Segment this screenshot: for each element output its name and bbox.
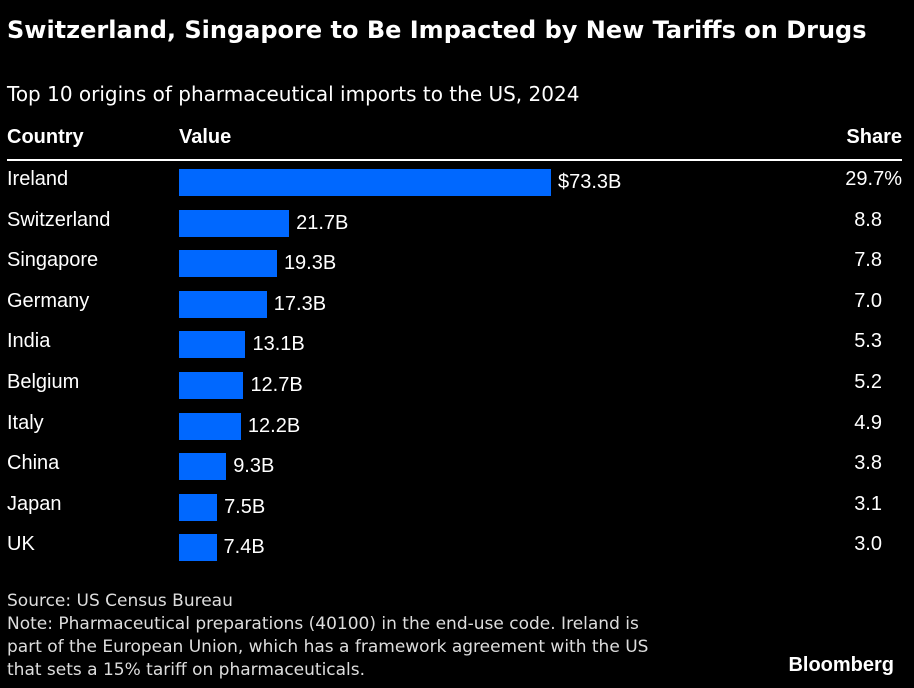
chart-title: Switzerland, Singapore to Be Impacted by… [7, 16, 867, 44]
footer: Source: US Census Bureau Note: Pharmaceu… [7, 590, 648, 682]
share-label: 8.8 [854, 208, 882, 231]
share-label: 7.0 [854, 289, 882, 312]
share-label: 3.0 [854, 533, 882, 556]
value-label: 17.3B [273, 292, 327, 315]
note-line: that sets a 15% tariff on pharmaceutical… [7, 660, 366, 680]
bar [179, 290, 267, 318]
column-header-country: Country [7, 126, 84, 148]
bar [179, 372, 244, 399]
bloomberg-logo: Bloomberg [788, 654, 894, 676]
value-label: 7.5B [224, 495, 266, 518]
bar [179, 453, 227, 481]
value-label: 12.2B [247, 414, 301, 437]
share-label: 3.1 [854, 492, 882, 515]
share-label: 7.8 [854, 249, 882, 272]
note-line: Note: Pharmaceutical preparations (40100… [7, 614, 639, 634]
source-text: Source: US Census Bureau [7, 591, 233, 611]
bar [179, 169, 551, 196]
value-label: $73.3B [558, 171, 622, 193]
country-label: Germany [7, 289, 90, 312]
bar-chart: Ireland $73.3B 29.7% Switzerland 21.7B 8.8 Sin… [7, 168, 902, 562]
country-label: Ireland [7, 168, 69, 190]
bar [179, 209, 290, 237]
bar [179, 250, 277, 278]
column-header-value: Value [179, 126, 232, 148]
country-label: Switzerland [7, 208, 111, 231]
value-label: 19.3B [283, 252, 337, 275]
value-label: 13.1B [252, 333, 305, 356]
country-label: China [7, 452, 60, 475]
column-header-share: Share [846, 126, 902, 148]
value-label: 21.7B [296, 211, 349, 234]
chart-subtitle: Top 10 origins of pharmaceutical imports… [7, 82, 580, 106]
value-label: 9.3B [233, 455, 275, 478]
share-label: 3.8 [854, 452, 882, 475]
bar [179, 534, 217, 562]
header-divider [7, 159, 902, 161]
share-label: 4.9 [854, 411, 882, 434]
country-label: Singapore [7, 249, 99, 272]
share-label: 5.2 [854, 371, 882, 393]
share-label: 29.7% [845, 168, 902, 190]
share-label: 5.3 [854, 330, 882, 353]
country-label: India [7, 330, 51, 353]
bar [179, 331, 246, 359]
value-label: 12.7B [250, 374, 303, 396]
country-label: Italy [7, 411, 44, 434]
note-line: part of the European Union, which has a … [7, 637, 649, 657]
country-label: Japan [7, 492, 62, 515]
country-label: Belgium [7, 371, 80, 393]
country-label: UK [7, 533, 35, 556]
bar [179, 493, 218, 521]
bar [179, 412, 241, 440]
value-label: 7.4B [223, 536, 265, 559]
